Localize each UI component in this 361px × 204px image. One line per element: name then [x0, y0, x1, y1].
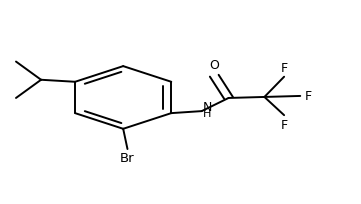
Text: O: O: [209, 59, 219, 72]
Text: F: F: [305, 90, 312, 103]
Text: N: N: [203, 100, 212, 113]
Text: F: F: [280, 61, 288, 74]
Text: H: H: [203, 109, 211, 119]
Text: F: F: [280, 119, 288, 132]
Text: Br: Br: [120, 152, 135, 165]
